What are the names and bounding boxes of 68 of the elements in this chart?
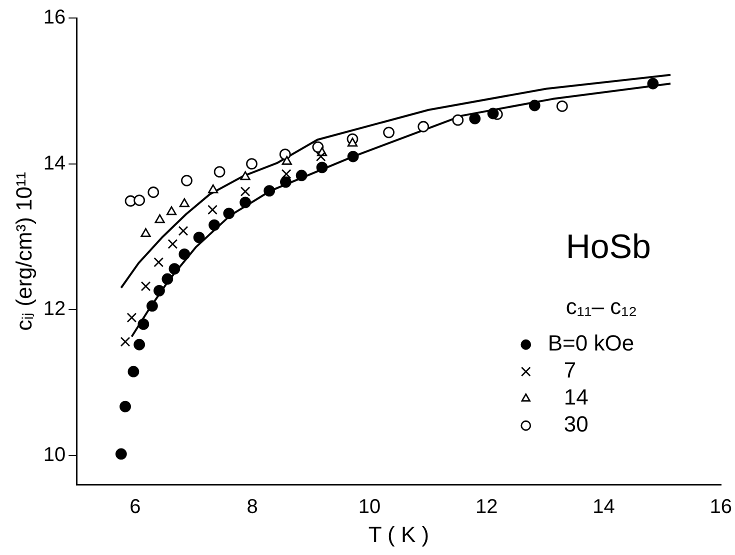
point: [418, 120, 430, 132]
point: [383, 126, 395, 138]
point: [280, 176, 292, 188]
legend-label: B=0 kOe: [548, 330, 634, 356]
point: [240, 186, 250, 196]
point: [246, 158, 258, 170]
point: [208, 184, 218, 194]
legend-label: 7: [564, 358, 576, 383]
annotation: c₁₁– c₁₂: [566, 294, 638, 319]
x-tick-label: 12: [475, 496, 498, 518]
point: [115, 448, 127, 460]
point: [178, 226, 188, 236]
point: [146, 300, 158, 312]
point: [469, 112, 481, 124]
point: [264, 185, 276, 196]
y-tick-label: 10: [43, 444, 66, 466]
point: [556, 100, 568, 112]
x-tick-label: 16: [710, 496, 732, 518]
point: [154, 214, 165, 224]
point: [347, 138, 358, 147]
legend-label: 14: [564, 384, 588, 410]
point: [281, 169, 292, 179]
point: [168, 263, 180, 274]
point: [240, 196, 252, 208]
point: [126, 312, 137, 323]
point: [208, 204, 218, 215]
x-tick-label: 14: [592, 496, 615, 518]
y-axis-title: cᵢⱼ (erg/cm³) 10¹¹: [11, 172, 36, 331]
point: [208, 219, 220, 231]
x-tick-label: 10: [358, 496, 381, 518]
point: [214, 166, 226, 178]
y-tick-label: 16: [43, 6, 66, 29]
y-tick-label: 12: [43, 298, 66, 320]
x-tick-label: 6: [130, 496, 141, 518]
x-tick-label: 8: [246, 496, 258, 518]
point: [128, 366, 140, 378]
point: [148, 186, 160, 198]
point: [166, 206, 177, 216]
point: [316, 152, 326, 162]
point: [181, 174, 192, 186]
point: [134, 338, 146, 350]
point: [140, 228, 151, 238]
point: [120, 336, 130, 347]
point: [193, 232, 205, 244]
point: [179, 198, 190, 208]
x-axis-title: T ( K ): [368, 522, 430, 547]
point: [647, 78, 659, 90]
point: [223, 208, 235, 220]
point: [134, 194, 146, 206]
point: [162, 273, 174, 285]
point: [316, 162, 328, 174]
point: [452, 114, 464, 126]
point: [347, 150, 359, 162]
annotation: HoSb: [566, 228, 651, 266]
point: [120, 400, 131, 412]
y-tick-label: 14: [43, 152, 66, 174]
point: [154, 284, 165, 296]
point: [240, 171, 250, 180]
point: [178, 248, 190, 260]
point: [528, 100, 540, 112]
legend-label: 30: [564, 412, 588, 437]
point: [138, 318, 150, 330]
point: [154, 257, 164, 268]
point: [296, 170, 308, 182]
point: [140, 281, 151, 292]
point: [168, 239, 178, 249]
point: [487, 108, 499, 120]
point: [282, 156, 292, 165]
